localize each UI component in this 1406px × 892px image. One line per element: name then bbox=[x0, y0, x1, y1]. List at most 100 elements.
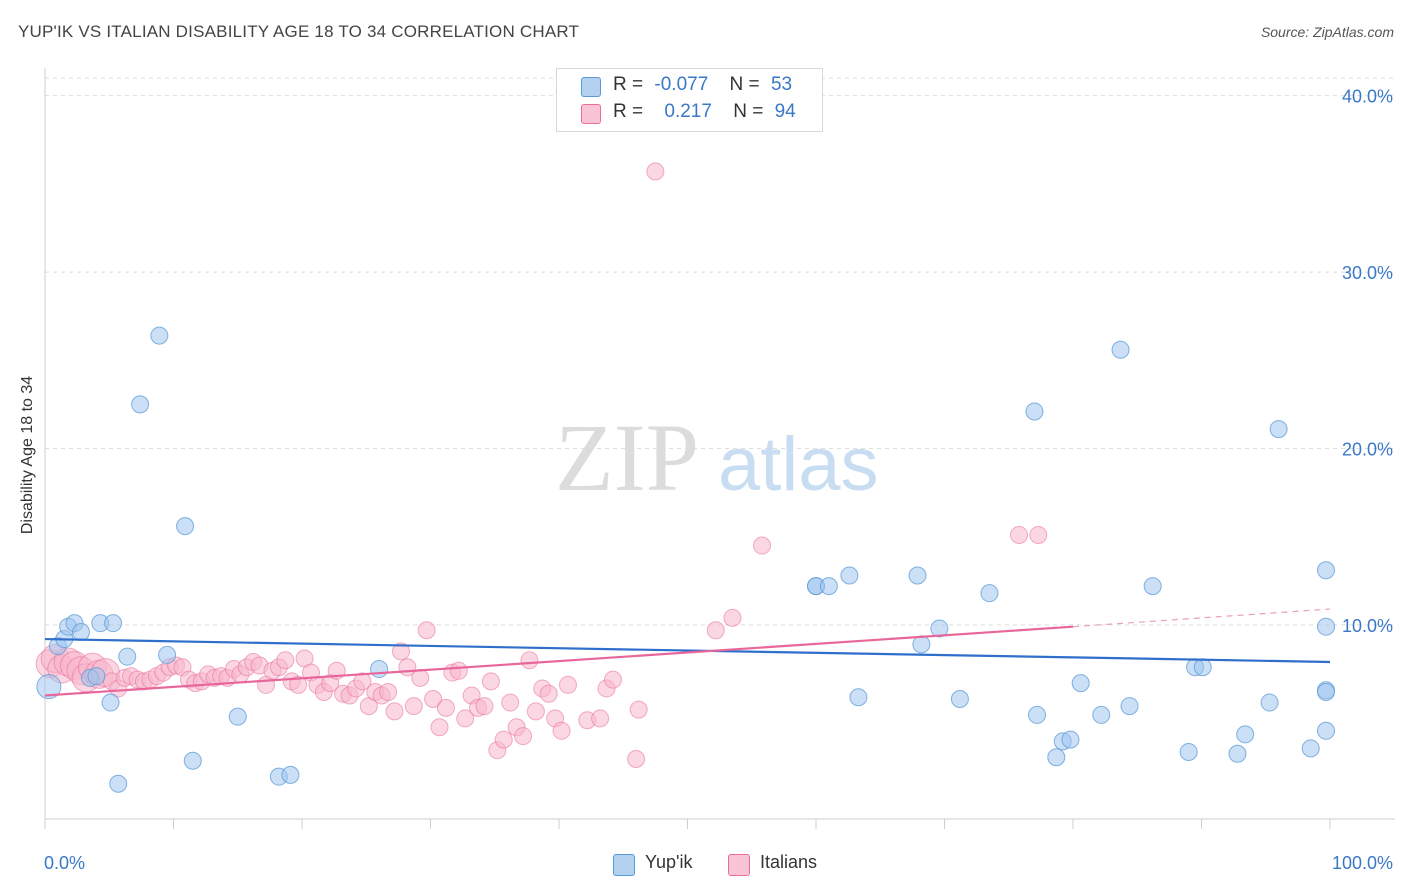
yupik-point bbox=[849, 688, 868, 707]
italians-point bbox=[526, 702, 545, 721]
watermark-zip: ZIP bbox=[555, 404, 699, 511]
italians-point bbox=[411, 668, 430, 687]
italians-point bbox=[552, 721, 571, 740]
y-tick-label: 10.0% bbox=[1342, 616, 1393, 636]
yupik-point bbox=[101, 693, 120, 712]
watermark: ZIP atlas bbox=[555, 404, 879, 511]
yupik-point bbox=[183, 751, 202, 770]
italians-points bbox=[35, 162, 1048, 769]
tick-labels: 10.0% 20.0% 30.0% 40.0% 0.0% 100.0% bbox=[44, 87, 1393, 873]
italians-point bbox=[424, 690, 443, 709]
yupik-point bbox=[908, 566, 927, 585]
legend-r-label: R = bbox=[613, 74, 644, 95]
x-tick-label: 100.0% bbox=[1332, 853, 1393, 873]
italians-point bbox=[449, 661, 468, 680]
italians-point bbox=[436, 698, 455, 717]
yupik-point bbox=[1071, 674, 1090, 693]
legend-n-label: N = bbox=[729, 74, 760, 95]
y-tick-label: 40.0% bbox=[1342, 87, 1393, 107]
yupik-point bbox=[118, 647, 137, 666]
legend-n-value: 53 bbox=[770, 74, 793, 95]
yupik-point bbox=[840, 566, 859, 585]
yupik-point bbox=[912, 635, 931, 654]
bottom-legend-swatch-italians bbox=[728, 854, 750, 876]
italians-point bbox=[627, 750, 646, 769]
yupik-point bbox=[1260, 693, 1279, 712]
yupik-point bbox=[1269, 420, 1288, 439]
yupik-trend-line bbox=[44, 637, 1331, 664]
italians-point bbox=[1010, 525, 1029, 544]
italians-point bbox=[494, 730, 513, 749]
gridlines bbox=[45, 77, 1395, 626]
yupik-point bbox=[1179, 742, 1198, 761]
italians-point bbox=[558, 675, 577, 694]
italians-point bbox=[417, 621, 436, 640]
yupik-point bbox=[1047, 748, 1066, 767]
yupik-point bbox=[71, 622, 90, 641]
correlation-legend: R = -0.077 N = 53 R = 0.217 N = 94 bbox=[556, 68, 823, 132]
italians-point bbox=[501, 693, 520, 712]
yupik-point bbox=[87, 667, 106, 686]
yupik-point bbox=[1028, 705, 1047, 724]
yupik-point bbox=[1317, 617, 1335, 636]
yupik-point bbox=[36, 674, 62, 700]
italians-point bbox=[385, 702, 404, 721]
yupik-point bbox=[950, 690, 969, 709]
yupik-point bbox=[1236, 725, 1255, 744]
yupik-point bbox=[1228, 744, 1247, 763]
italians-point bbox=[1029, 525, 1048, 544]
italians-point bbox=[723, 608, 742, 627]
yupik-point bbox=[150, 326, 169, 345]
legend-n-label: N = bbox=[733, 101, 764, 122]
italians-point bbox=[514, 727, 533, 746]
bottom-legend-label-yupik: Yup'ik bbox=[645, 852, 693, 872]
legend-r-value: -0.077 bbox=[654, 74, 709, 95]
italians-point bbox=[481, 672, 500, 691]
yupik-point bbox=[980, 584, 999, 603]
italians-point bbox=[276, 651, 295, 670]
italians-point bbox=[289, 675, 308, 694]
italians-point bbox=[591, 709, 610, 728]
italians-point bbox=[603, 670, 622, 689]
italians-point bbox=[404, 697, 423, 716]
yupik-points bbox=[36, 326, 1335, 793]
italians-trend-extension bbox=[1072, 608, 1331, 628]
yupik-point bbox=[1317, 561, 1335, 580]
italians-point bbox=[646, 162, 665, 181]
italians-point bbox=[753, 536, 772, 555]
y-tick-label: 30.0% bbox=[1342, 263, 1393, 283]
yupik-point bbox=[281, 765, 300, 784]
yupik-point bbox=[1317, 682, 1335, 701]
italians-point bbox=[539, 684, 558, 703]
italians-point bbox=[430, 718, 449, 737]
yupik-point bbox=[1120, 697, 1139, 716]
bottom-legend-swatch-yupik bbox=[613, 854, 635, 876]
bottom-legend-label-italians: Italians bbox=[760, 852, 818, 872]
italians-point bbox=[706, 621, 725, 640]
yupik-point bbox=[176, 517, 195, 536]
x-tick-label: 0.0% bbox=[44, 853, 85, 873]
yupik-point bbox=[1301, 739, 1320, 758]
yupik-point bbox=[1092, 705, 1111, 724]
trend-lines bbox=[44, 608, 1331, 697]
yupik-point bbox=[131, 395, 150, 414]
italians-point bbox=[520, 651, 539, 670]
yupik-point bbox=[1143, 577, 1162, 596]
italians-point bbox=[353, 672, 372, 691]
yupik-point bbox=[370, 660, 389, 679]
yupik-point bbox=[104, 614, 123, 633]
yupik-point bbox=[1061, 730, 1080, 749]
italians-point bbox=[391, 642, 410, 661]
yupik-point bbox=[930, 619, 949, 638]
yupik-point bbox=[1111, 340, 1130, 359]
yupik-point bbox=[819, 577, 838, 596]
legend-swatch-italians bbox=[581, 104, 601, 124]
legend-n-value: 94 bbox=[774, 101, 796, 122]
yupik-point bbox=[158, 645, 177, 664]
yupik-point bbox=[1193, 658, 1212, 677]
yupik-point bbox=[228, 707, 247, 726]
italians-point bbox=[629, 700, 648, 719]
y-tick-label: 20.0% bbox=[1342, 440, 1393, 460]
italians-trend-line bbox=[44, 625, 1074, 697]
